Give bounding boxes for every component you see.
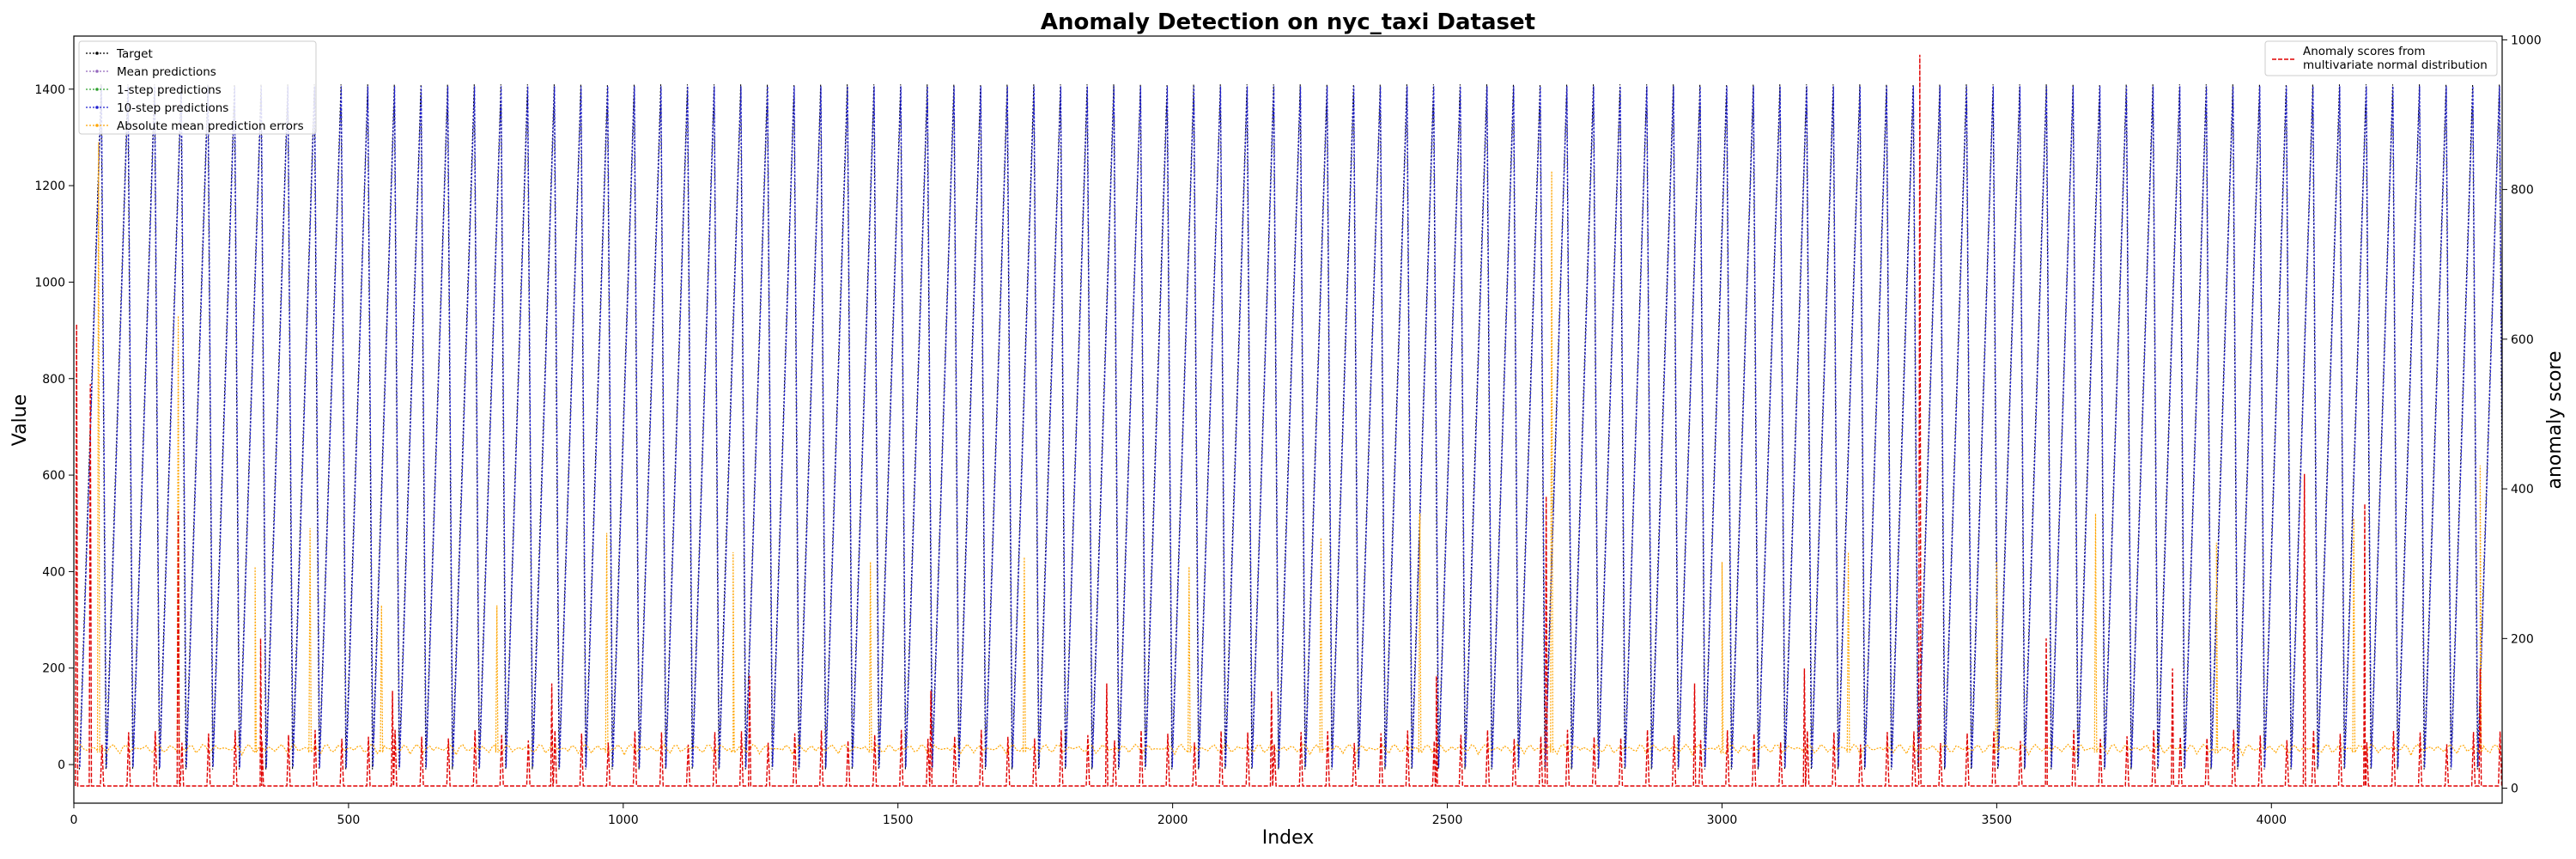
- y-tick-label: 1400: [34, 83, 65, 97]
- anomaly-score-series: [75, 54, 2502, 787]
- legend-label: Anomaly scores from: [2303, 45, 2426, 58]
- y2-tick-label: 600: [2511, 333, 2534, 347]
- plot-series: [74, 54, 2502, 787]
- x-axis: 0 500 1000 1500 2000 2500 3000 3500 4000: [70, 803, 2287, 827]
- y2-tick-label: 800: [2511, 184, 2534, 198]
- x-tick-label: 500: [337, 813, 361, 827]
- x-tick-label: 2000: [1157, 813, 1188, 827]
- legend-marker: [95, 52, 99, 55]
- absolute-error-series: [74, 142, 2500, 757]
- absolute-error-line: [74, 142, 2500, 757]
- x-tick-label: 1500: [883, 813, 914, 827]
- x-tick-label: 4000: [2256, 813, 2287, 827]
- legend-left-box: [78, 40, 317, 135]
- y-tick-label: 1000: [34, 276, 65, 289]
- y-tick-label: 800: [42, 373, 65, 387]
- legend-label: 1-step predictions: [117, 83, 222, 97]
- legend-marker: [95, 106, 99, 109]
- legend-label: Target: [116, 47, 153, 61]
- chart-title: Anomaly Detection on nyc_taxi Dataset: [1041, 9, 1535, 35]
- y2-tick-label: 1000: [2511, 34, 2542, 47]
- plot-frame: [73, 35, 2503, 804]
- legend-marker: [95, 88, 99, 91]
- y-tick-label: 1200: [34, 180, 65, 193]
- legend-label: Absolute mean prediction errors: [117, 119, 304, 133]
- legend-right-box: [2264, 40, 2498, 76]
- legend-marker: [95, 124, 99, 127]
- y2-tick-label: 200: [2511, 632, 2534, 646]
- ten-step-prediction-series: [79, 86, 2502, 768]
- legend-marker: [95, 70, 99, 73]
- legend-label: Mean predictions: [117, 65, 216, 79]
- y-tick-label: 200: [42, 662, 65, 676]
- legend-label: multivariate normal distribution: [2303, 58, 2488, 72]
- x-tick-label: 0: [70, 813, 78, 827]
- y-tick-label: 600: [42, 469, 65, 483]
- y2-tick-label: 400: [2511, 483, 2534, 497]
- y-tick-label: 0: [58, 758, 65, 772]
- y-axis-left: 0 200 400 600 800 1000 1200 1400: [34, 83, 74, 772]
- legend-left: Target Mean predictions 1-step predictions…: [78, 40, 317, 135]
- y-tick-label: 400: [42, 565, 65, 579]
- legend-label: 10-step predictions: [117, 101, 228, 115]
- ten-step-prediction-line: [79, 86, 2502, 768]
- y2-tick-label: 0: [2511, 783, 2518, 796]
- x-tick-label: 1000: [608, 813, 639, 827]
- x-tick-label: 3000: [1707, 813, 1738, 827]
- y2-axis-label: anomaly score: [2544, 350, 2566, 489]
- x-tick-label: 2500: [1432, 813, 1463, 827]
- x-tick-label: 3500: [1982, 813, 2013, 827]
- x-axis-label: Index: [1262, 827, 1315, 849]
- y-axis-label: Value: [9, 394, 31, 446]
- anomaly-score-line: [75, 54, 2502, 787]
- y-axis-right: 0 200 400 600 800 1000: [2502, 34, 2542, 796]
